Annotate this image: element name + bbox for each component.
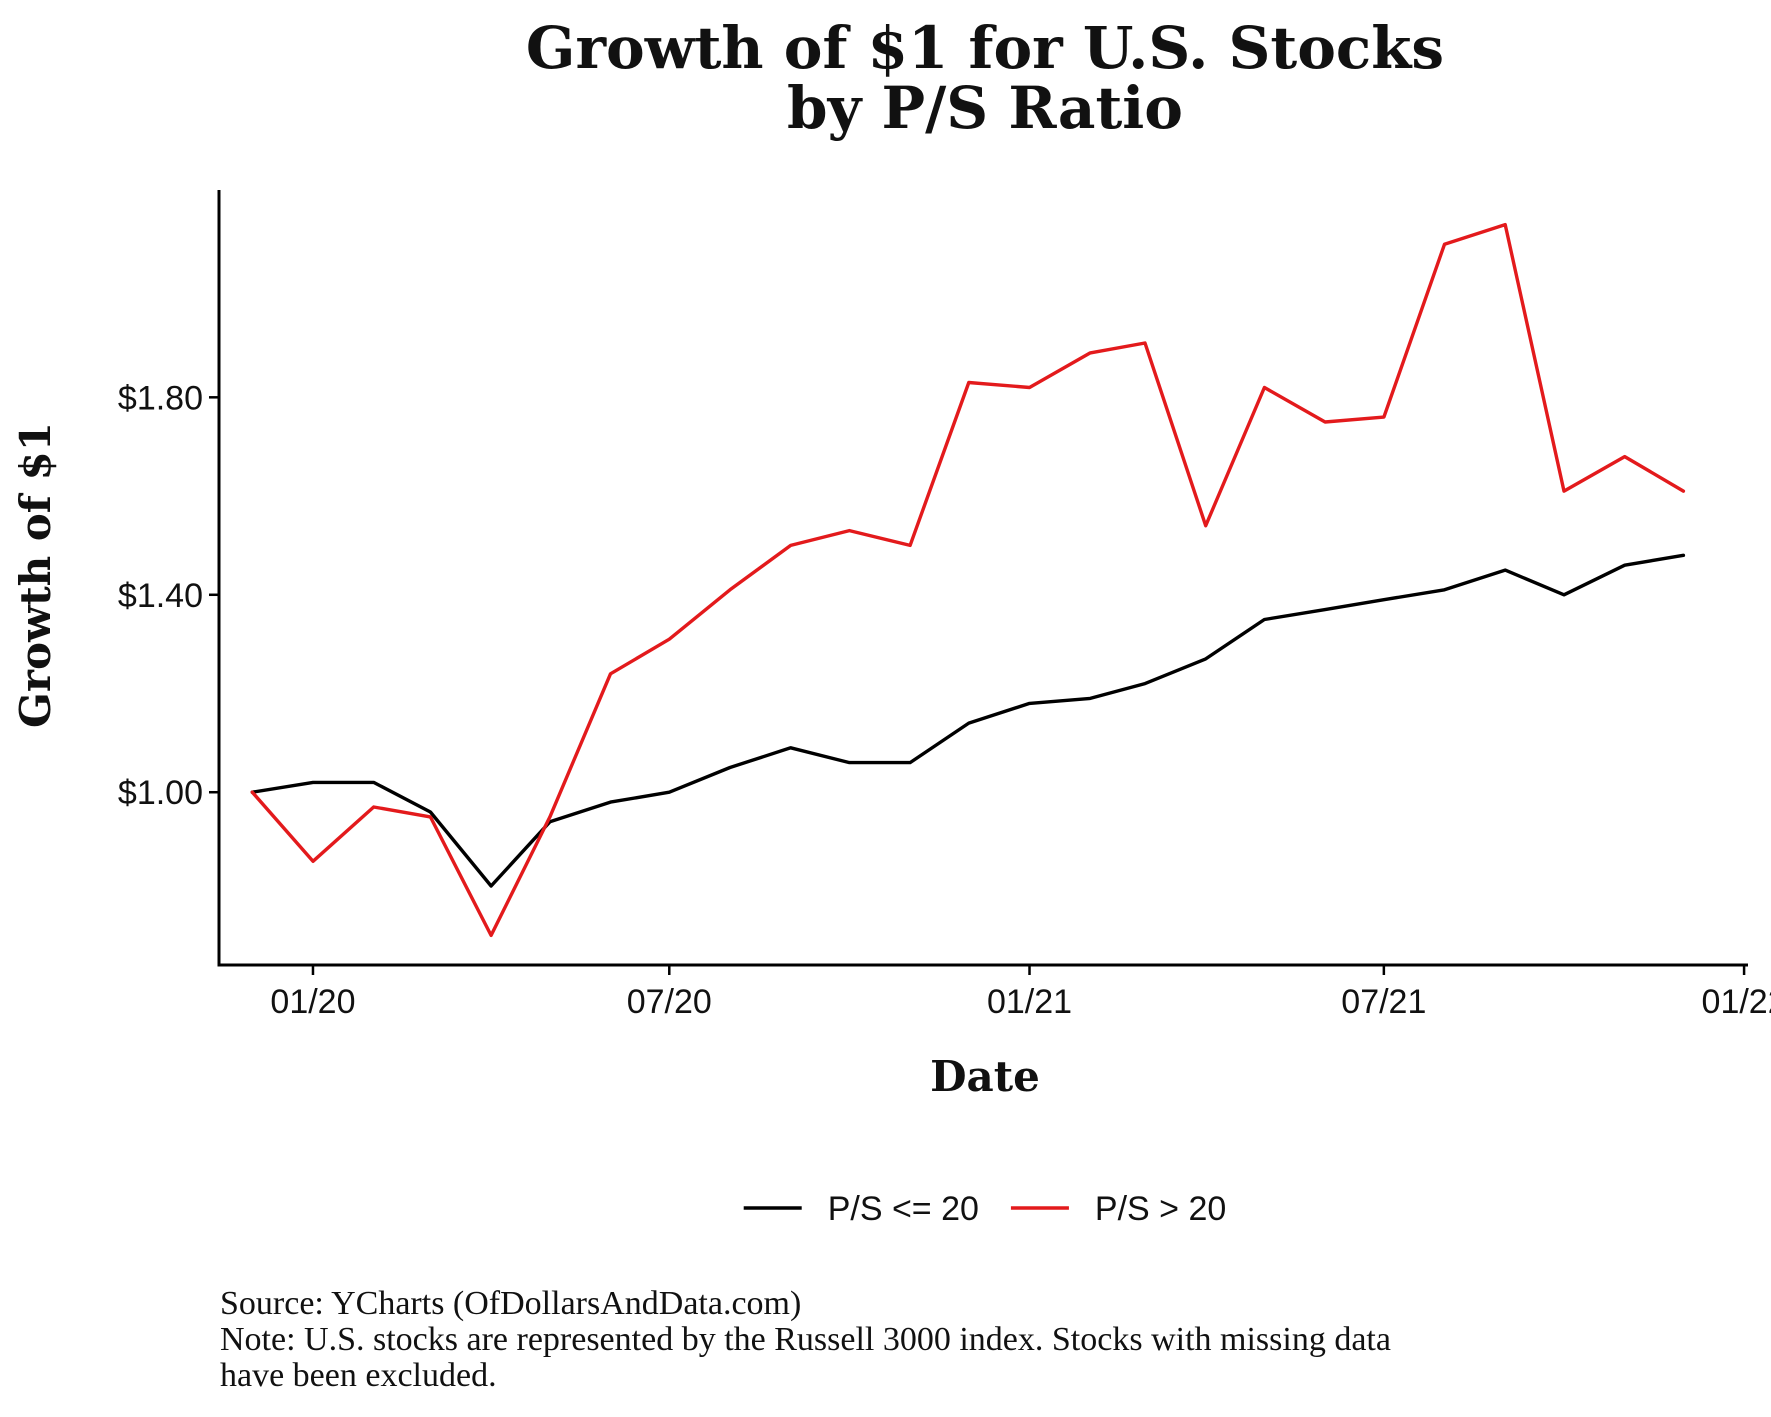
series-line-1 <box>250 553 1686 888</box>
caption: Source: YCharts (OfDollarsAndData.com) N… <box>220 1285 1391 1394</box>
legend-label-2: P/S > 20 <box>1095 1190 1226 1228</box>
chart-title-line-2: by P/S Ratio <box>787 74 1183 142</box>
legend-label-1: P/S <= 20 <box>828 1190 979 1228</box>
source-note: Source: YCharts (OfDollarsAndData.com) <box>220 1285 801 1322</box>
chart-title: Growth of $1 for U.S. Stocks by P/S Rati… <box>526 14 1444 142</box>
legend: P/S <= 20 P/S > 20 <box>743 1190 1226 1228</box>
x-tick-label: 01/22 <box>1702 983 1771 1021</box>
series-line-2 <box>250 222 1686 938</box>
y-tick-label: $1.40 <box>118 577 203 615</box>
x-tick-label: 07/21 <box>1341 983 1426 1021</box>
x-tick-label: 01/21 <box>987 983 1072 1021</box>
axes: $1.00 $1.40 $1.80 01/20 07/20 01/21 07/21 01/22 <box>118 190 1771 1021</box>
y-tick-label: $1.00 <box>118 774 203 812</box>
plot-area <box>250 222 1686 938</box>
x-tick-label: 07/20 <box>627 983 712 1021</box>
y-tick-label: $1.80 <box>118 379 203 417</box>
x-tick-label: 01/20 <box>270 983 355 1021</box>
note-line-1: Note: U.S. stocks are represented by the… <box>220 1321 1391 1358</box>
y-axis-title: Growth of $1 <box>11 422 60 728</box>
note-line-2: have been excluded. <box>220 1357 497 1394</box>
chart-title-line-1: Growth of $1 for U.S. Stocks <box>526 14 1444 82</box>
x-axis-title: Date <box>930 1052 1040 1101</box>
